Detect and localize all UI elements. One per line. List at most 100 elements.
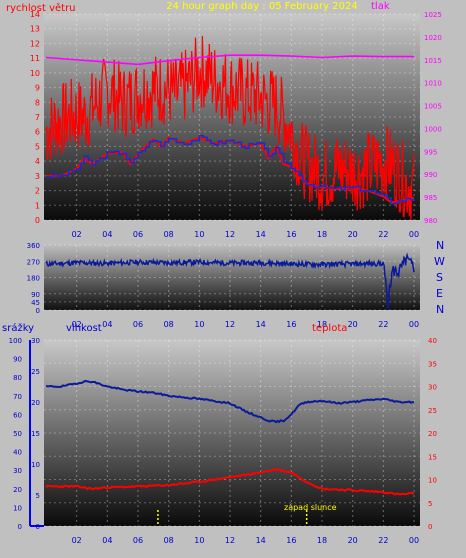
- wind-y-tick-9: 9: [35, 84, 40, 93]
- temp-x-tick-7: 16: [286, 536, 296, 545]
- rain-y-tick-7: 70: [13, 393, 22, 401]
- wind-y-tick-13: 13: [30, 25, 40, 34]
- direction-y-tick-3: 180: [27, 275, 40, 283]
- rain-y-tick-1: 10: [13, 504, 22, 512]
- temperature-y-tick-6: 30: [428, 384, 437, 392]
- wind-y-tick-14: 14: [30, 10, 40, 19]
- pressure-y-tick-3: 995: [424, 148, 437, 156]
- temp-x-tick-2: 06: [133, 536, 143, 545]
- direction-label-w: W: [434, 255, 445, 268]
- temperature-y-tick-7: 35: [428, 360, 437, 368]
- wind-x-tick-11: 00: [409, 230, 419, 239]
- temperature-y-tick-2: 10: [428, 477, 437, 485]
- pressure-y-tick-9: 1025: [424, 11, 442, 19]
- humidity-axis-label: vlhkost: [66, 323, 102, 334]
- sunset-annotation: západ slunce: [284, 503, 337, 512]
- pressure-y-tick-8: 1020: [424, 34, 442, 42]
- rain-y-tick-0: 0: [18, 523, 22, 531]
- series-pressure-line: [45, 54, 414, 66]
- humidity-y-tick-0: 0: [36, 523, 40, 531]
- humidity-y-tick-3: 15: [31, 430, 40, 438]
- temp-x-tick-4: 10: [194, 536, 204, 545]
- direction-y-tick-4: 270: [27, 258, 40, 266]
- pressure-y-tick-2: 990: [424, 171, 437, 179]
- wind-x-tick-10: 22: [378, 230, 388, 239]
- wind-x-tick-0: 02: [72, 230, 82, 239]
- rain-y-tick-5: 50: [13, 430, 22, 438]
- direction-x-tick-11: 00: [409, 320, 419, 329]
- series-average-wind-line: [46, 134, 415, 205]
- wind-y-tick-0: 0: [35, 216, 40, 225]
- wind-x-tick-5: 12: [225, 230, 235, 239]
- wind-axis-label: rychlost větru: [6, 2, 76, 14]
- direction-y-tick-0: 0: [36, 307, 40, 315]
- series-gust-line: [45, 35, 415, 221]
- pressure-y-tick-5: 1005: [424, 103, 442, 111]
- wind-y-tick-4: 4: [35, 157, 40, 166]
- wind-y-tick-3: 3: [35, 172, 40, 181]
- temperature-y-tick-8: 40: [428, 337, 437, 345]
- temp-x-tick-0: 02: [72, 536, 82, 545]
- temp-x-tick-6: 14: [256, 536, 266, 545]
- rain-y-tick-2: 20: [13, 486, 22, 494]
- rain-y-tick-6: 60: [13, 411, 22, 419]
- pressure-y-tick-4: 1000: [424, 125, 442, 133]
- direction-x-tick-1: 04: [102, 320, 112, 329]
- humidity-y-tick-4: 20: [31, 399, 40, 407]
- humidity-y-tick-2: 10: [31, 461, 40, 469]
- direction-x-tick-3: 08: [164, 320, 174, 329]
- direction-x-tick-2: 06: [133, 320, 143, 329]
- direction-label-s: S: [436, 271, 443, 284]
- direction-x-tick-5: 12: [225, 320, 235, 329]
- series-humidity-line: [45, 379, 414, 424]
- wind-x-tick-1: 04: [102, 230, 112, 239]
- temp-x-tick-3: 08: [164, 536, 174, 545]
- pressure-axis-label: tlak: [371, 1, 390, 12]
- wind-x-tick-7: 16: [286, 230, 296, 239]
- direction-y-tick-2: 90: [31, 291, 40, 299]
- direction-x-tick-9: 20: [348, 320, 358, 329]
- direction-label-e: E: [436, 287, 443, 300]
- direction-plot-area: [44, 245, 420, 310]
- wind-y-tick-5: 5: [35, 142, 40, 151]
- temp-x-tick-5: 12: [225, 536, 235, 545]
- temp-x-tick-1: 04: [102, 536, 112, 545]
- wind-y-tick-10: 10: [30, 69, 40, 78]
- rain-y-tick-8: 80: [13, 374, 22, 382]
- pressure-y-tick-1: 985: [424, 194, 437, 202]
- graph-title: 24 hour graph day : 05 February 2024: [166, 1, 357, 12]
- series-direction-line: [45, 252, 415, 309]
- pressure-y-tick-6: 1010: [424, 80, 442, 88]
- wind-x-tick-9: 20: [348, 230, 358, 239]
- series-temperature-line: [45, 467, 415, 496]
- direction-y-tick-1: 45: [31, 299, 40, 307]
- wind-x-tick-6: 14: [256, 230, 266, 239]
- humidity-y-tick-5: 25: [31, 368, 40, 376]
- temp-x-tick-11: 00: [409, 536, 419, 545]
- direction-x-tick-6: 14: [256, 320, 266, 329]
- humidity-y-tick-1: 5: [36, 492, 40, 500]
- temperature-axis-label: teplota: [312, 323, 347, 334]
- wind-y-tick-12: 12: [30, 39, 40, 48]
- temperature-y-tick-0: 0: [428, 523, 432, 531]
- rain-y-tick-4: 40: [13, 449, 22, 457]
- direction-x-tick-4: 10: [194, 320, 204, 329]
- temp-x-tick-9: 20: [348, 536, 358, 545]
- pressure-y-tick-7: 1015: [424, 57, 442, 65]
- wind-y-tick-6: 6: [35, 128, 40, 137]
- wind-y-tick-11: 11: [30, 54, 40, 63]
- direction-y-tick-5: 360: [27, 242, 40, 250]
- rain-axis-label: srážky: [2, 322, 34, 334]
- rain-y-tick-9: 90: [13, 356, 22, 364]
- temperature-y-tick-3: 15: [428, 453, 437, 461]
- humidity-y-tick-6: 30: [31, 337, 40, 345]
- wind-y-tick-8: 8: [35, 98, 40, 107]
- temperature-y-tick-4: 20: [428, 430, 437, 438]
- temperature-y-tick-5: 25: [428, 407, 437, 415]
- rain-y-tick-10: 100: [9, 337, 22, 345]
- wind-y-tick-2: 2: [35, 187, 40, 196]
- direction-label-n-bottom: N: [436, 303, 444, 316]
- wind-x-tick-4: 10: [194, 230, 204, 239]
